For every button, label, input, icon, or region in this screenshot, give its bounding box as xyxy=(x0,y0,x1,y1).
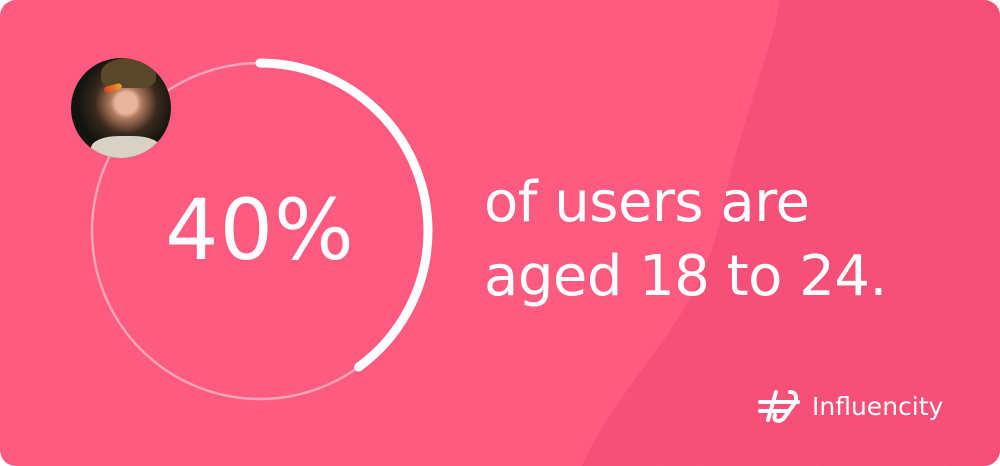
stat-description: of users are aged 18 to 24. xyxy=(484,166,887,314)
brand-name: Influencity xyxy=(812,391,944,421)
progress-arc xyxy=(87,58,433,404)
hash-logo-icon xyxy=(758,390,800,423)
stat-percentage: 40% xyxy=(165,181,355,279)
stat-description-line1: of users are xyxy=(484,170,810,235)
brand-logo: Influencity xyxy=(758,388,943,424)
avatar xyxy=(71,58,171,158)
stat-description-line2: aged 18 to 24. xyxy=(484,244,887,309)
